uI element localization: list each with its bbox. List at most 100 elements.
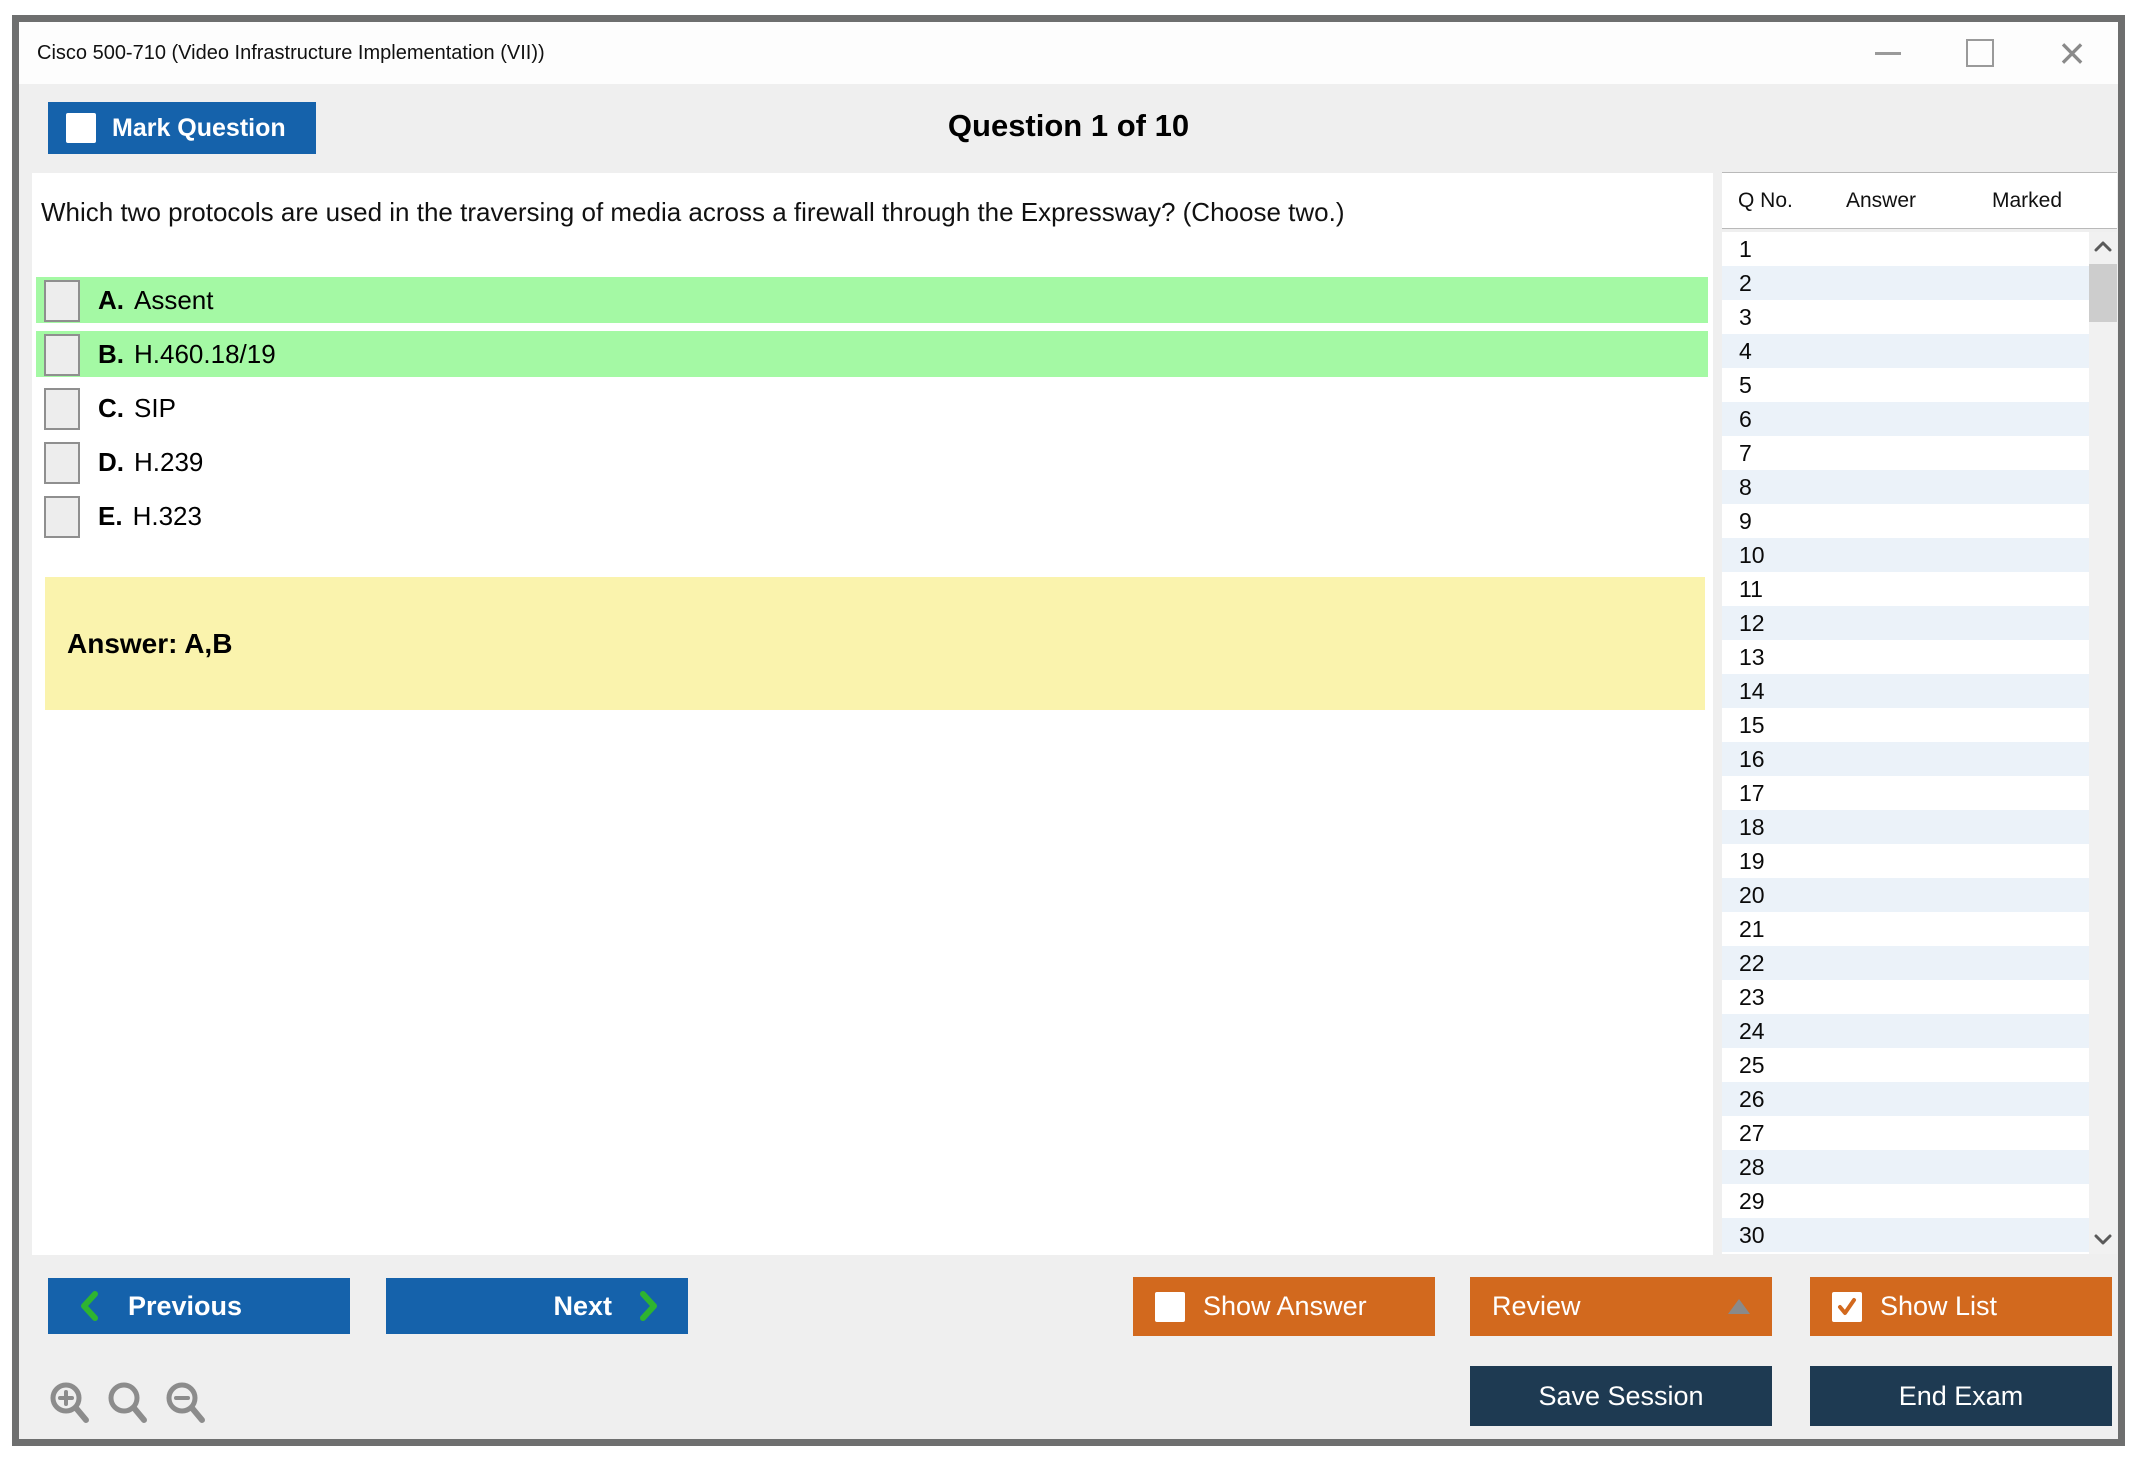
- triangle-up-icon: [1728, 1299, 1750, 1314]
- question-list-row[interactable]: 15: [1722, 708, 2089, 742]
- question-list-row[interactable]: 9: [1722, 504, 2089, 538]
- question-list-row[interactable]: 22: [1722, 946, 2089, 980]
- question-list: 1 2 3 4 5 6 7 8 9 10 11 12 13 14 15 16 17 18 19 20 21 22 23 24 2…: [1722, 232, 2117, 1254]
- question-number: 27: [1739, 1120, 1765, 1146]
- previous-label: Previous: [128, 1290, 243, 1321]
- question-list-row[interactable]: 25: [1722, 1048, 2089, 1082]
- question-list-row[interactable]: 24: [1722, 1014, 2089, 1048]
- option-checkbox[interactable]: [44, 334, 80, 376]
- zoom-in-icon[interactable]: [48, 1380, 92, 1428]
- option-text: H.323: [132, 500, 202, 531]
- next-button[interactable]: Next: [386, 1278, 688, 1334]
- answer-label: Answer: A,B: [67, 627, 233, 659]
- option-checkbox[interactable]: [44, 388, 80, 430]
- question-list-row[interactable]: 27: [1722, 1116, 2089, 1150]
- question-list-row[interactable]: 6: [1722, 402, 2089, 436]
- scrollbar[interactable]: [2089, 232, 2117, 1254]
- option-checkbox[interactable]: [44, 496, 80, 538]
- question-list-row[interactable]: 29: [1722, 1184, 2089, 1218]
- check-icon: [1838, 1297, 1856, 1315]
- scroll-up-icon[interactable]: [2089, 232, 2117, 260]
- question-number: 19: [1739, 848, 1765, 874]
- option-row-a[interactable]: A. Assent: [36, 277, 1708, 323]
- scroll-down-icon[interactable]: [2089, 1226, 2117, 1254]
- question-list-row[interactable]: 12: [1722, 606, 2089, 640]
- option-checkbox[interactable]: [44, 280, 80, 322]
- chevron-right-icon: [640, 1291, 657, 1321]
- show-answer-checkbox[interactable]: [1155, 1291, 1185, 1322]
- question-number: 20: [1739, 882, 1765, 908]
- question-list-row[interactable]: 14: [1722, 674, 2089, 708]
- option-letter: B.: [98, 338, 124, 369]
- minimize-icon[interactable]: [1870, 35, 1906, 71]
- question-list-row[interactable]: 10: [1722, 538, 2089, 572]
- option-text: Assent: [134, 284, 214, 315]
- close-icon[interactable]: ×: [2058, 27, 2086, 79]
- review-button[interactable]: Review: [1470, 1277, 1772, 1336]
- scroll-thumb[interactable]: [2089, 264, 2117, 322]
- window-controls: ×: [1870, 22, 2090, 84]
- option-checkbox[interactable]: [44, 442, 80, 484]
- option-row-c[interactable]: C. SIP: [36, 385, 1708, 431]
- option-row-b[interactable]: B. H.460.18/19: [36, 331, 1708, 377]
- option-text: H.239: [134, 446, 204, 477]
- option-row-d[interactable]: D. H.239: [36, 439, 1708, 485]
- question-list-row[interactable]: 30: [1722, 1218, 2089, 1252]
- app-body: Mark Question Question 1 of 10 Which two…: [19, 84, 2118, 1439]
- question-list-row[interactable]: 21: [1722, 912, 2089, 946]
- previous-button[interactable]: Previous: [48, 1278, 350, 1334]
- window-title: Cisco 500-710 (Video Infrastructure Impl…: [37, 42, 545, 64]
- question-list-row[interactable]: 23: [1722, 980, 2089, 1014]
- question-number: 6: [1739, 406, 1752, 432]
- mark-question-button[interactable]: Mark Question: [48, 102, 316, 154]
- question-number: 10: [1739, 542, 1765, 568]
- column-header-marked: Marked: [1992, 189, 2063, 212]
- question-list-row[interactable]: 2: [1722, 266, 2089, 300]
- zoom-out-icon[interactable]: [164, 1380, 208, 1428]
- question-list-row[interactable]: 28: [1722, 1150, 2089, 1184]
- question-list-row[interactable]: 3: [1722, 300, 2089, 334]
- question-list-row[interactable]: 4: [1722, 334, 2089, 368]
- maximize-icon[interactable]: [1962, 35, 1998, 71]
- question-list-row[interactable]: 16: [1722, 742, 2089, 776]
- show-list-button[interactable]: Show List: [1810, 1277, 2112, 1336]
- question-list-row[interactable]: 17: [1722, 776, 2089, 810]
- question-list-row[interactable]: 19: [1722, 844, 2089, 878]
- zoom-reset-icon[interactable]: [106, 1380, 150, 1428]
- question-list-row[interactable]: 1: [1722, 232, 2089, 266]
- option-text: SIP: [134, 392, 176, 423]
- question-list-row[interactable]: 8: [1722, 470, 2089, 504]
- zoom-toolbar: [48, 1380, 208, 1428]
- question-number: 21: [1739, 916, 1765, 942]
- show-answer-button[interactable]: Show Answer: [1133, 1277, 1435, 1336]
- question-number: 12: [1739, 610, 1765, 636]
- question-number: 2: [1739, 270, 1752, 296]
- question-list-row[interactable]: 26: [1722, 1082, 2089, 1116]
- save-session-button[interactable]: Save Session: [1470, 1366, 1772, 1426]
- question-number: 11: [1739, 576, 1763, 602]
- question-list-row[interactable]: 5: [1722, 368, 2089, 402]
- question-panel: Which two protocols are used in the trav…: [32, 173, 1713, 1255]
- show-list-label: Show List: [1880, 1291, 1998, 1321]
- question-number: 13: [1739, 644, 1765, 670]
- question-number: 22: [1739, 950, 1765, 976]
- mark-question-checkbox[interactable]: [66, 113, 96, 143]
- question-number: 16: [1739, 746, 1765, 772]
- question-number: 1: [1739, 236, 1752, 262]
- option-row-e[interactable]: E. H.323: [36, 493, 1708, 539]
- question-number: 5: [1739, 372, 1752, 398]
- question-number: 25: [1739, 1052, 1765, 1078]
- column-header-qno: Q No.: [1738, 189, 1793, 212]
- question-list-row[interactable]: 7: [1722, 436, 2089, 470]
- question-list-row[interactable]: 20: [1722, 878, 2089, 912]
- question-list-row[interactable]: 18: [1722, 810, 2089, 844]
- question-list-row[interactable]: 11: [1722, 572, 2089, 606]
- option-letter: D.: [98, 446, 124, 477]
- end-exam-button[interactable]: End Exam: [1810, 1366, 2112, 1426]
- show-answer-label: Show Answer: [1203, 1291, 1367, 1321]
- show-list-checkbox[interactable]: [1832, 1291, 1862, 1322]
- next-label: Next: [553, 1290, 612, 1321]
- question-number: 3: [1739, 304, 1752, 330]
- question-list-row[interactable]: 13: [1722, 640, 2089, 674]
- question-number: 4: [1739, 338, 1752, 364]
